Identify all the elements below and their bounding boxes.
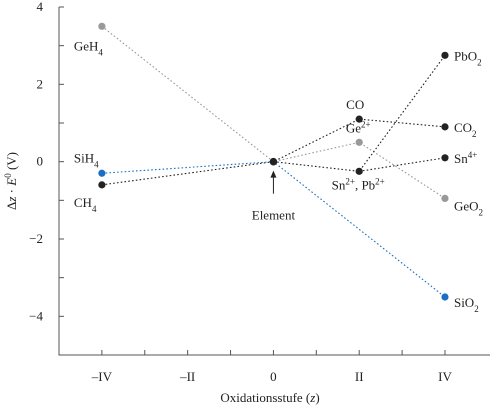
point-label-pbo2: PbO2: [454, 48, 482, 67]
y-tick-label: 0: [37, 154, 44, 169]
data-point-element: [269, 157, 278, 166]
axis-frame: [58, 7, 490, 356]
data-point-co: [355, 115, 363, 123]
chart-axes: [58, 7, 490, 356]
element-annotation: Element: [252, 170, 296, 223]
annotation-arrowhead: [270, 170, 277, 178]
series-line-ge: [101, 25, 446, 199]
point-label-sn2-pb2-: Sn2+, Pb2+: [332, 176, 385, 192]
data-point-ch4: [98, 181, 106, 189]
x-tick-label: –II: [179, 369, 195, 384]
x-tick-label: 0: [270, 369, 277, 384]
y-axis-label: Δz · E0 (V): [3, 152, 19, 210]
point-label-sio2: SiO2: [454, 295, 479, 314]
data-point-pbo2: [441, 51, 449, 59]
x-tick-label: IV: [438, 369, 452, 384]
data-point-geh4: [98, 22, 106, 30]
y-tick-label: 2: [37, 76, 44, 91]
y-tick-label: −2: [29, 231, 43, 246]
point-label-sn4-: Sn4+: [454, 150, 477, 166]
point-label-sih4: SiH4: [74, 150, 99, 169]
data-points: [98, 22, 449, 301]
annotation-label: Element: [252, 208, 296, 223]
point-label-geo2: GeO2: [454, 198, 483, 217]
data-point-sn4-: [441, 154, 449, 162]
data-point-sih4: [98, 169, 106, 177]
x-axis-ticks: –IV –II 0 II IV: [91, 350, 452, 384]
y-axis-ticks: 4 2 0 −2 −4: [29, 0, 64, 356]
y-tick-label: 4: [37, 0, 44, 14]
data-point-co2: [441, 123, 449, 131]
series-line-snpb1: [273, 55, 446, 172]
series-line-c: [101, 118, 446, 186]
data-point-geo2: [441, 194, 449, 202]
data-point-sio2: [441, 293, 449, 301]
data-point-ge2-: [355, 138, 363, 146]
series-line-snpb2: [359, 157, 446, 172]
point-label-co2: CO2: [454, 120, 477, 139]
data-point-sn2-pb2-: [355, 167, 363, 175]
x-axis-label: Oxidationsstufe (z): [220, 390, 319, 405]
x-tick-label: II: [355, 369, 364, 384]
x-tick-label: –IV: [91, 369, 113, 384]
point-label-geh4: GeH4: [74, 38, 104, 57]
point-labels: CH4 CO CO2 SiH4 SiO2 GeH4 Ge2+ GeO2 Sn2+, Pb2+ Pb…: [74, 38, 483, 314]
point-label-co: CO: [346, 97, 364, 112]
point-label-ch4: CH4: [74, 195, 97, 214]
y-tick-label: −4: [29, 308, 43, 323]
point-label-ge2-: Ge2+: [346, 119, 371, 135]
